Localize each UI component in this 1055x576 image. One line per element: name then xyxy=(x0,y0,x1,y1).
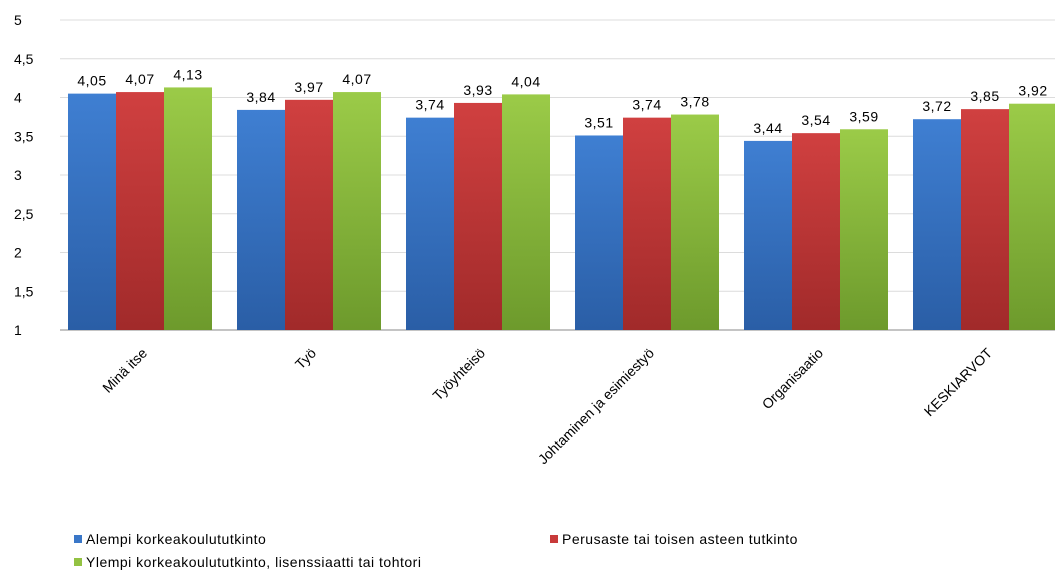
legend-item-series-3: Ylempi korkeakoulututkinto, lisenssiaatt… xyxy=(74,554,421,570)
bar xyxy=(454,102,502,330)
bar xyxy=(1009,103,1055,330)
bar xyxy=(913,119,961,330)
category-label: Työyhteisö xyxy=(429,345,488,404)
data-label: 3,74 xyxy=(632,97,661,113)
category-label: Työ xyxy=(292,345,319,372)
y-tick-label: 5 xyxy=(14,12,22,28)
data-label: 4,05 xyxy=(77,73,106,89)
bar xyxy=(116,92,164,330)
bar xyxy=(285,99,333,330)
bar xyxy=(68,93,116,330)
data-label: 4,13 xyxy=(173,66,202,82)
data-label: 3,97 xyxy=(294,79,323,95)
bar xyxy=(406,117,454,331)
data-label: 3,44 xyxy=(753,120,782,136)
y-tick-label: 2 xyxy=(14,245,22,261)
data-label: 3,59 xyxy=(849,108,878,124)
bar xyxy=(623,117,671,331)
legend-label-series-2: Perusaste tai toisen asteen tutkinto xyxy=(562,531,798,547)
bar xyxy=(671,114,719,330)
y-tick-label: 2,5 xyxy=(14,206,34,222)
y-tick-label: 1 xyxy=(14,322,22,338)
legend-label-series-3: Ylempi korkeakoulututkinto, lisenssiaatt… xyxy=(86,554,422,570)
data-label: 3,54 xyxy=(801,112,830,128)
y-tick-label: 3,5 xyxy=(14,128,34,144)
data-label: 3,92 xyxy=(1018,83,1047,99)
legend-swatch-series-1 xyxy=(74,535,82,543)
category-label: Minä itse xyxy=(99,345,150,396)
data-label: 3,74 xyxy=(415,97,444,113)
bar xyxy=(744,140,792,330)
data-label: 3,85 xyxy=(970,88,999,104)
y-tick-label: 1,5 xyxy=(14,283,34,299)
category-label: KESKIARVOT xyxy=(921,344,996,419)
bar xyxy=(961,109,1009,330)
data-label: 3,93 xyxy=(463,82,492,98)
y-tick-label: 3 xyxy=(14,167,22,183)
bar xyxy=(575,135,623,330)
legend-label-series-1: Alempi korkeakoulututkinto xyxy=(86,531,267,547)
data-label: 3,84 xyxy=(246,89,275,105)
legend-swatch-series-3 xyxy=(74,558,82,566)
legend-item-series-2: Perusaste tai toisen asteen tutkinto xyxy=(550,531,798,547)
category-label: Johtaminen ja esimiestyö xyxy=(535,345,658,468)
bar xyxy=(792,133,840,330)
data-label: 4,04 xyxy=(511,73,540,89)
y-tick-label: 4,5 xyxy=(14,51,34,67)
bar xyxy=(237,109,285,331)
legend-item-series-1: Alempi korkeakoulututkinto xyxy=(74,531,266,547)
data-label: 4,07 xyxy=(342,71,371,87)
data-label: 3,51 xyxy=(584,114,613,130)
y-tick-label: 4 xyxy=(14,90,22,106)
bar xyxy=(333,92,381,330)
data-label: 3,72 xyxy=(922,98,951,114)
category-label: Organisaatio xyxy=(759,345,827,413)
data-label: 3,78 xyxy=(680,94,709,110)
bar xyxy=(840,129,888,330)
data-label: 4,07 xyxy=(125,71,154,87)
legend-swatch-series-2 xyxy=(550,535,558,543)
bar xyxy=(502,94,550,331)
bar xyxy=(164,87,212,330)
